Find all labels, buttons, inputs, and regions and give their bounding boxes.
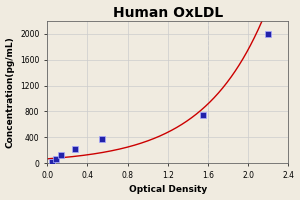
Title: Human OxLDL: Human OxLDL <box>113 6 223 20</box>
X-axis label: Optical Density: Optical Density <box>129 185 207 194</box>
Y-axis label: Concentration(pg/mL): Concentration(pg/mL) <box>6 36 15 148</box>
